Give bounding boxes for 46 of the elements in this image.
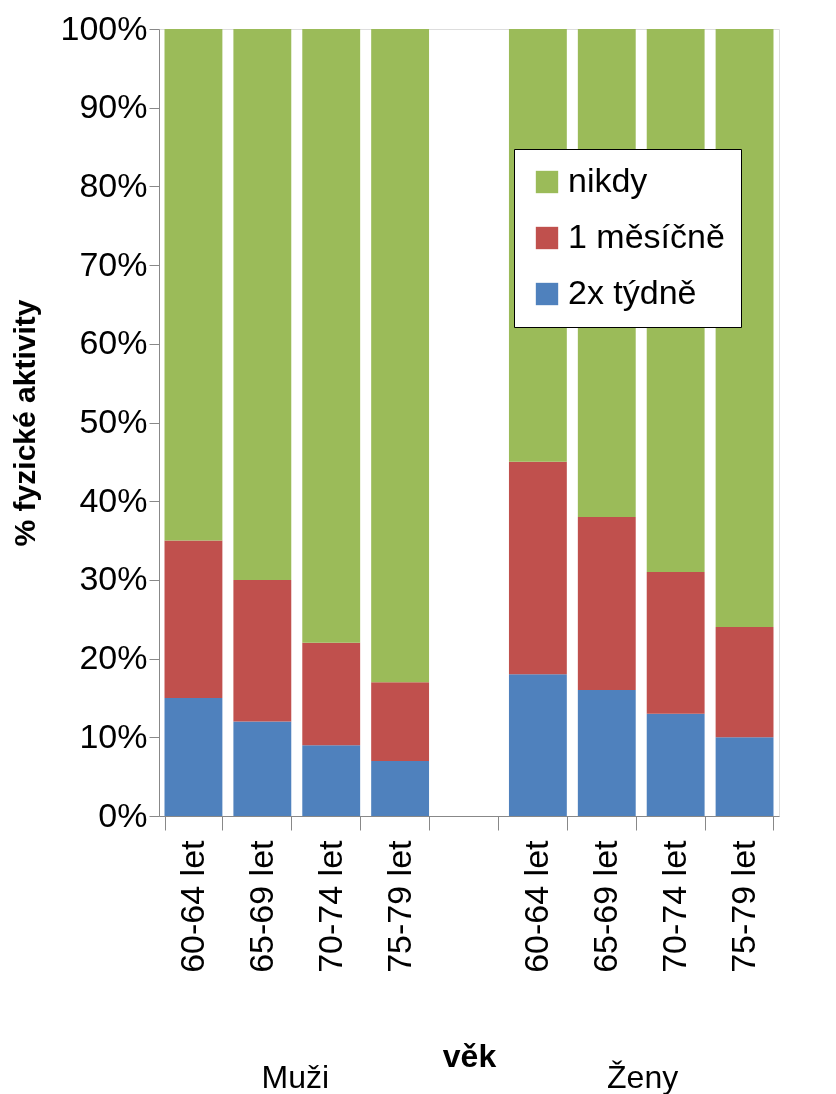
bar: [508, 461, 567, 675]
x-tick-label: 60-64 let: [517, 839, 556, 973]
x-axis-title: věk: [442, 1037, 497, 1074]
bar: [646, 713, 705, 816]
bar: [371, 682, 430, 761]
bar: [302, 745, 361, 816]
bar: [371, 760, 430, 816]
bar: [164, 29, 223, 541]
y-tick-label: 100%: [60, 8, 148, 47]
y-tick-label: 50%: [79, 402, 148, 440]
bar: [508, 674, 567, 816]
y-tick-label: 60%: [79, 323, 148, 362]
y-tick-label: 0%: [98, 795, 148, 834]
bar: [164, 697, 223, 816]
bar: [715, 627, 774, 738]
y-tick-label: 20%: [79, 638, 148, 677]
bar: [164, 540, 223, 698]
y-tick-label: 80%: [79, 165, 148, 204]
bar: [577, 516, 636, 691]
bar: [302, 642, 361, 746]
x-tick-label: 65-69 let: [586, 839, 625, 973]
text: Ženy: [607, 1059, 679, 1094]
bar: [302, 29, 361, 643]
y-tick-label: 70%: [79, 244, 148, 283]
bar: [646, 572, 705, 714]
y-tick-label: 30%: [79, 559, 148, 598]
legend-label: nikdy: [568, 161, 648, 199]
bar: [233, 29, 292, 580]
x-tick-label: 70-74 let: [310, 839, 349, 973]
bar: [715, 737, 774, 816]
bar: [233, 721, 292, 816]
y-tick-label: 40%: [79, 480, 148, 519]
y-tick-label: 10%: [79, 716, 148, 755]
y-axis-title: % fyzické aktivity: [7, 299, 41, 547]
bar: [577, 690, 636, 816]
legend-label: 2x týdně: [568, 273, 697, 311]
x-tick-label: 75-79 let: [379, 839, 418, 973]
bar: [233, 579, 292, 722]
x-tick-label: 60-64 let: [172, 839, 211, 973]
y-tick-label: 90%: [79, 87, 148, 126]
x-tick-label: 70-74 let: [655, 839, 694, 973]
legend-label: 1 měsíčně: [568, 217, 725, 255]
text: Muži: [261, 1059, 330, 1094]
x-tick-label: 75-79 let: [724, 839, 763, 973]
bar: [371, 29, 430, 683]
x-tick-label: 65-69 let: [241, 839, 280, 973]
